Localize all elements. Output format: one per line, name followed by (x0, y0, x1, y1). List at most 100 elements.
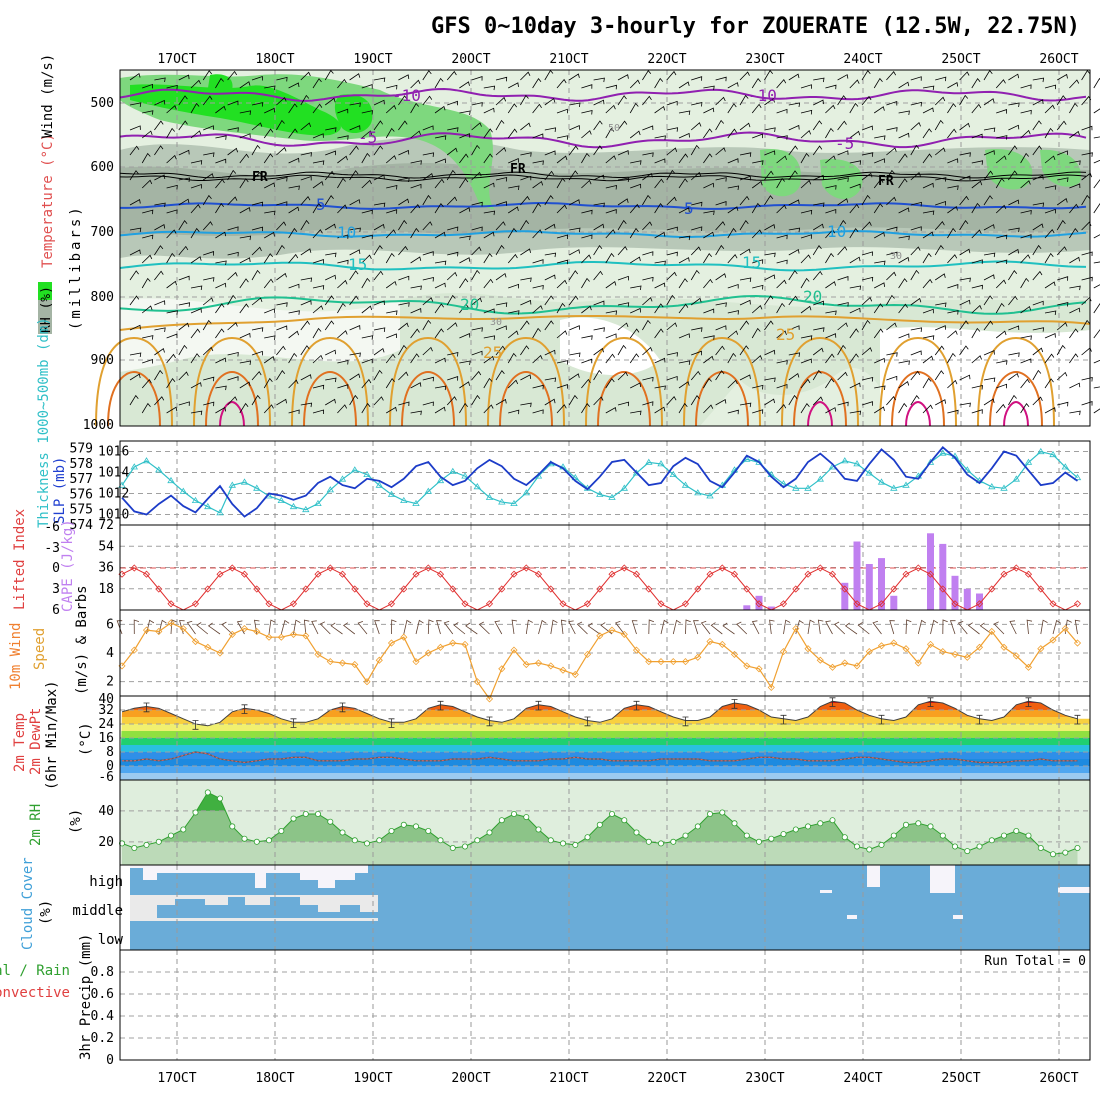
wind-barb (141, 254, 153, 264)
wind-barb (666, 375, 678, 381)
wind-barb (520, 94, 529, 106)
contour-30 (303, 370, 357, 427)
wind-barb (837, 401, 849, 407)
wind-barb (398, 219, 408, 231)
wind-barb (1008, 145, 1018, 156)
x-tick-label-bottom: 26OCT (1039, 1071, 1078, 1086)
wind-barb (1044, 127, 1054, 139)
contour-label-5b: 5 (684, 199, 694, 218)
wind-barb (947, 206, 958, 214)
wind-barb (154, 99, 166, 106)
wind-barb (959, 195, 969, 206)
wind-barb (190, 160, 203, 165)
wind-barb (483, 128, 493, 139)
wind-barb (861, 276, 874, 282)
wind-barb (434, 385, 447, 391)
wind-barb (825, 229, 836, 239)
surface-wind-barbs (116, 619, 1081, 635)
wind-barb (861, 376, 874, 382)
surface-barb (427, 619, 434, 635)
wind-barb (886, 322, 897, 331)
wind-barb (459, 81, 470, 89)
contour-30 (695, 370, 749, 427)
x-tick-label-top: 17OCT (157, 52, 196, 67)
wind-barb (154, 202, 166, 208)
y-tick-label: 36 (98, 561, 114, 576)
wind-barb (788, 373, 800, 381)
wind-barb (788, 270, 798, 281)
wind-barb (861, 125, 873, 131)
wind-barb (324, 223, 336, 231)
wind-barb (227, 322, 238, 331)
wind-barb (227, 251, 239, 257)
surface-barb (751, 620, 760, 635)
thickness-point (191, 496, 200, 503)
thickness-point (216, 509, 224, 516)
minmax-markers (143, 697, 1081, 730)
wind-barb (874, 231, 885, 239)
wind-barb (861, 319, 871, 331)
thickness-point (485, 493, 494, 500)
wind-barb (629, 79, 641, 89)
wind-barb (556, 360, 569, 365)
li-point (596, 585, 604, 593)
wind-barb (1008, 270, 1018, 281)
contour-25 (487, 336, 565, 427)
wind-speed-point (681, 658, 690, 666)
wind-barb (1020, 180, 1031, 189)
wind-barb (715, 76, 727, 82)
wind-barb (739, 152, 752, 157)
rh-point (731, 820, 738, 827)
wind-barb (190, 183, 202, 189)
li-point (706, 570, 714, 578)
wind-barb (190, 256, 202, 264)
wind-barb (715, 177, 727, 182)
wind-barb (886, 226, 898, 232)
wind-speed-point (706, 637, 714, 646)
wind-barb (398, 95, 408, 106)
wind-barb (239, 178, 249, 189)
wind-barb (910, 327, 923, 332)
wind-barb (959, 122, 970, 131)
wind-barb (678, 207, 690, 214)
wind-barb (935, 399, 946, 406)
wind-barb (654, 231, 666, 239)
rh-point (314, 811, 321, 818)
wind-barb (129, 227, 142, 233)
li-point (1000, 570, 1008, 578)
thickness-point (375, 481, 384, 488)
wind-barb (1069, 382, 1081, 389)
wind-barb (593, 396, 604, 406)
cape-bar (890, 595, 898, 610)
wind-barb (971, 78, 981, 89)
wind-barb (532, 305, 543, 314)
wind-barb (800, 179, 812, 189)
x-tick-label-bottom: 22OCT (647, 1071, 686, 1086)
wind-barb (715, 147, 726, 156)
wind-barb (154, 245, 164, 256)
wind-speed-point (657, 658, 665, 666)
wind-speed-point (1000, 643, 1008, 651)
wind-barb (251, 350, 263, 356)
wind-barb (459, 235, 471, 241)
wind-barb (129, 170, 139, 181)
wind-barb (276, 370, 286, 381)
wind-barb (581, 84, 593, 89)
rh-point (278, 828, 285, 835)
wind-speed-point (191, 637, 200, 646)
wind-barb (239, 110, 252, 115)
wind-barb (410, 410, 422, 416)
contour-35 (905, 400, 931, 427)
wind-barb (166, 252, 176, 264)
wind-barb (1020, 335, 1032, 340)
wind-barb (752, 259, 764, 264)
wind-barb (215, 406, 227, 414)
wind-barb (642, 376, 654, 382)
surface-barb (825, 620, 833, 635)
wind-barb (520, 248, 531, 256)
temp-band (120, 766, 1090, 773)
wind-barb (788, 394, 798, 406)
wind-barb (520, 299, 532, 306)
wind-barb (142, 234, 154, 240)
wind-barb (190, 410, 203, 416)
